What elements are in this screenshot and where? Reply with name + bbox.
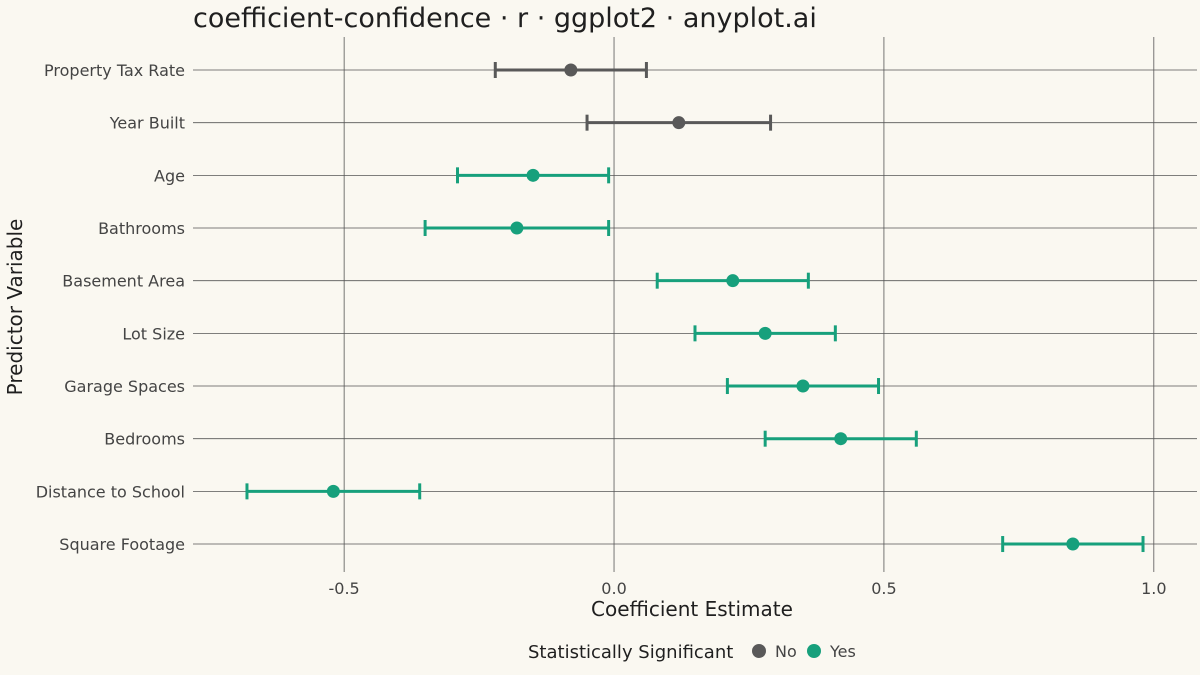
legend-label: No: [775, 642, 797, 661]
legend-key: [807, 644, 821, 658]
y-tick-label: Bedrooms: [104, 430, 185, 449]
coefficient-mark: [1001, 536, 1145, 553]
estimate-point: [796, 379, 810, 393]
y-tick-label: Property Tax Rate: [44, 61, 185, 80]
estimate-point: [510, 221, 524, 235]
y-tick-label: Garage Spaces: [64, 377, 185, 396]
coefficient-mark: [725, 378, 881, 395]
legend-item: Yes: [807, 642, 856, 661]
coefficient-mark: [763, 430, 918, 447]
coefficient-mark: [423, 220, 611, 237]
estimate-point: [1066, 537, 1080, 551]
estimate-point: [834, 432, 848, 446]
x-tick-label: 0.0: [601, 579, 626, 598]
coefficient-mark: [455, 167, 611, 184]
y-tick-label: Distance to School: [36, 482, 185, 501]
x-tick-label: 0.5: [871, 579, 896, 598]
horizontal-gridlines: [193, 69, 1197, 545]
legend-title: Statistically Significant: [528, 642, 733, 663]
y-axis-title: Predictor Variable: [3, 219, 27, 396]
estimate-point: [726, 274, 740, 288]
y-tick-label: Square Footage: [59, 535, 185, 554]
coefficient-mark: [655, 272, 810, 289]
legend-item: No: [752, 642, 797, 661]
x-tick-label: -0.5: [329, 579, 360, 598]
coefficient-mark: [693, 325, 837, 342]
estimate-point: [326, 484, 340, 498]
chart-title: coefficient-confidence · r · ggplot2 · a…: [193, 3, 817, 34]
coefficient-mark: [493, 62, 648, 78]
x-tick-label: 1.0: [1141, 579, 1166, 598]
y-tick-label: Year Built: [109, 114, 185, 133]
legend-label: Yes: [829, 642, 856, 661]
error-bars-and-points: [245, 62, 1145, 553]
estimate-point: [526, 168, 540, 182]
coefficient-mark: [245, 483, 422, 500]
estimate-point: [758, 326, 772, 340]
estimate-point: [672, 116, 686, 130]
y-tick-label: Lot Size: [122, 324, 185, 343]
y-tick-labels: Property Tax Rate Year Built Age Bathrooms B…: [36, 61, 185, 554]
x-tick-labels: -0.5 0.0 0.5 1.0: [329, 579, 1167, 598]
y-tick-label: Basement Area: [62, 272, 185, 291]
estimate-point: [564, 63, 578, 77]
x-axis-title: Coefficient Estimate: [591, 597, 793, 621]
y-tick-label: Bathrooms: [98, 219, 185, 238]
coefficient-mark: [585, 114, 773, 131]
legend-key: [752, 644, 766, 658]
y-tick-label: Age: [154, 166, 185, 185]
legend: Statistically Significant No Yes: [528, 642, 856, 663]
vertical-gridlines: [343, 37, 1155, 572]
